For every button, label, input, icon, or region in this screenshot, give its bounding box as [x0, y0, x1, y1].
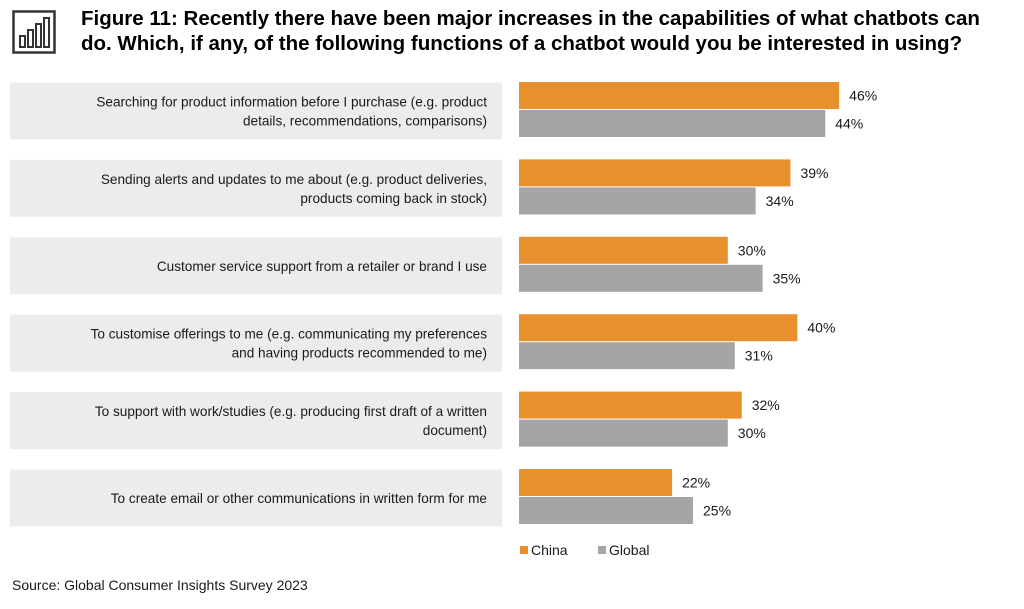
data-label: 30% [738, 425, 766, 441]
category-box [10, 392, 502, 450]
data-label: 31% [745, 348, 773, 364]
data-label: 35% [773, 270, 801, 286]
category-label: Searching for product information before… [96, 95, 487, 129]
bar-china [519, 469, 673, 496]
bar-global [519, 187, 756, 215]
bar-global [519, 110, 826, 137]
category-box [10, 82, 502, 140]
figure-title: Figure 11: Recently there have been majo… [81, 7, 980, 55]
data-label: 34% [766, 193, 794, 209]
data-label: 22% [682, 475, 710, 491]
category-box [10, 469, 502, 527]
data-label: 46% [849, 88, 877, 104]
category-box [10, 314, 502, 372]
source-note: Source: Global Consumer Insights Survey … [12, 577, 308, 593]
category-label: To customise offerings to me (e.g. commu… [91, 327, 488, 361]
bar-china [519, 314, 798, 342]
data-label: 32% [752, 397, 780, 413]
bar-china [519, 236, 728, 264]
bar-china [519, 82, 840, 109]
data-label: 44% [835, 116, 863, 132]
data-label: 25% [703, 503, 731, 519]
legend-label-china: China [531, 542, 568, 558]
bar-global [519, 419, 728, 447]
category-label: Customer service support from a retailer… [157, 259, 487, 274]
bar-chart-icon [12, 10, 56, 54]
legend-swatch-china [520, 546, 528, 554]
category-label: To support with work/studies (e.g. produ… [95, 404, 487, 438]
bar-global [519, 264, 763, 292]
category-label: To create email or other communications … [111, 491, 487, 506]
category-box [10, 159, 502, 217]
category-label: Sending alerts and updates to me about (… [101, 172, 487, 206]
data-label: 30% [738, 242, 766, 258]
bar-china [519, 159, 791, 187]
bar-global [519, 497, 693, 524]
data-label: 39% [800, 165, 828, 181]
bar-global [519, 342, 735, 370]
bar-china [519, 391, 742, 419]
legend-swatch-global [598, 546, 606, 554]
category-box [10, 237, 502, 295]
legend-label-global: Global [609, 542, 649, 558]
data-label: 40% [807, 320, 835, 336]
